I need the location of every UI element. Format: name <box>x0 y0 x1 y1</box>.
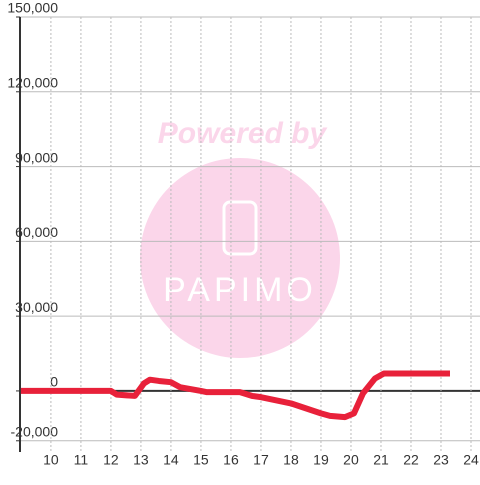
x-tick-label: 22 <box>403 452 419 468</box>
x-tick-label: 13 <box>133 452 149 468</box>
y-tick-label: 150,000 <box>7 0 58 16</box>
x-tick-label: 19 <box>313 452 329 468</box>
watermark-logo: PAPIMO <box>163 271 317 309</box>
x-tick-label: 18 <box>283 452 299 468</box>
y-tick-label: 30,000 <box>15 299 58 315</box>
x-tick-label: 14 <box>163 452 179 468</box>
x-tick-label: 17 <box>253 452 269 468</box>
y-tick-label: 0 <box>50 374 58 390</box>
x-tick-label: 21 <box>373 452 389 468</box>
watermark-phone <box>222 200 258 256</box>
x-tick-label: 16 <box>223 452 239 468</box>
x-tick-label: 24 <box>463 452 479 468</box>
x-tick-label: 15 <box>193 452 209 468</box>
x-tick-label: 12 <box>103 452 119 468</box>
watermark-circle <box>140 158 340 358</box>
x-tick-label: 23 <box>433 452 449 468</box>
watermark-text: Powered by <box>158 117 328 150</box>
line <box>20 370 450 421</box>
x-tick-label: 10 <box>43 452 59 468</box>
y-tick-label: 60,000 <box>15 224 58 240</box>
x-tick-label: 20 <box>343 452 359 468</box>
x-tick-label: 11 <box>74 452 89 468</box>
y-tick-label: 90,000 <box>15 149 58 165</box>
y-tick-label: -20,000 <box>11 423 59 439</box>
